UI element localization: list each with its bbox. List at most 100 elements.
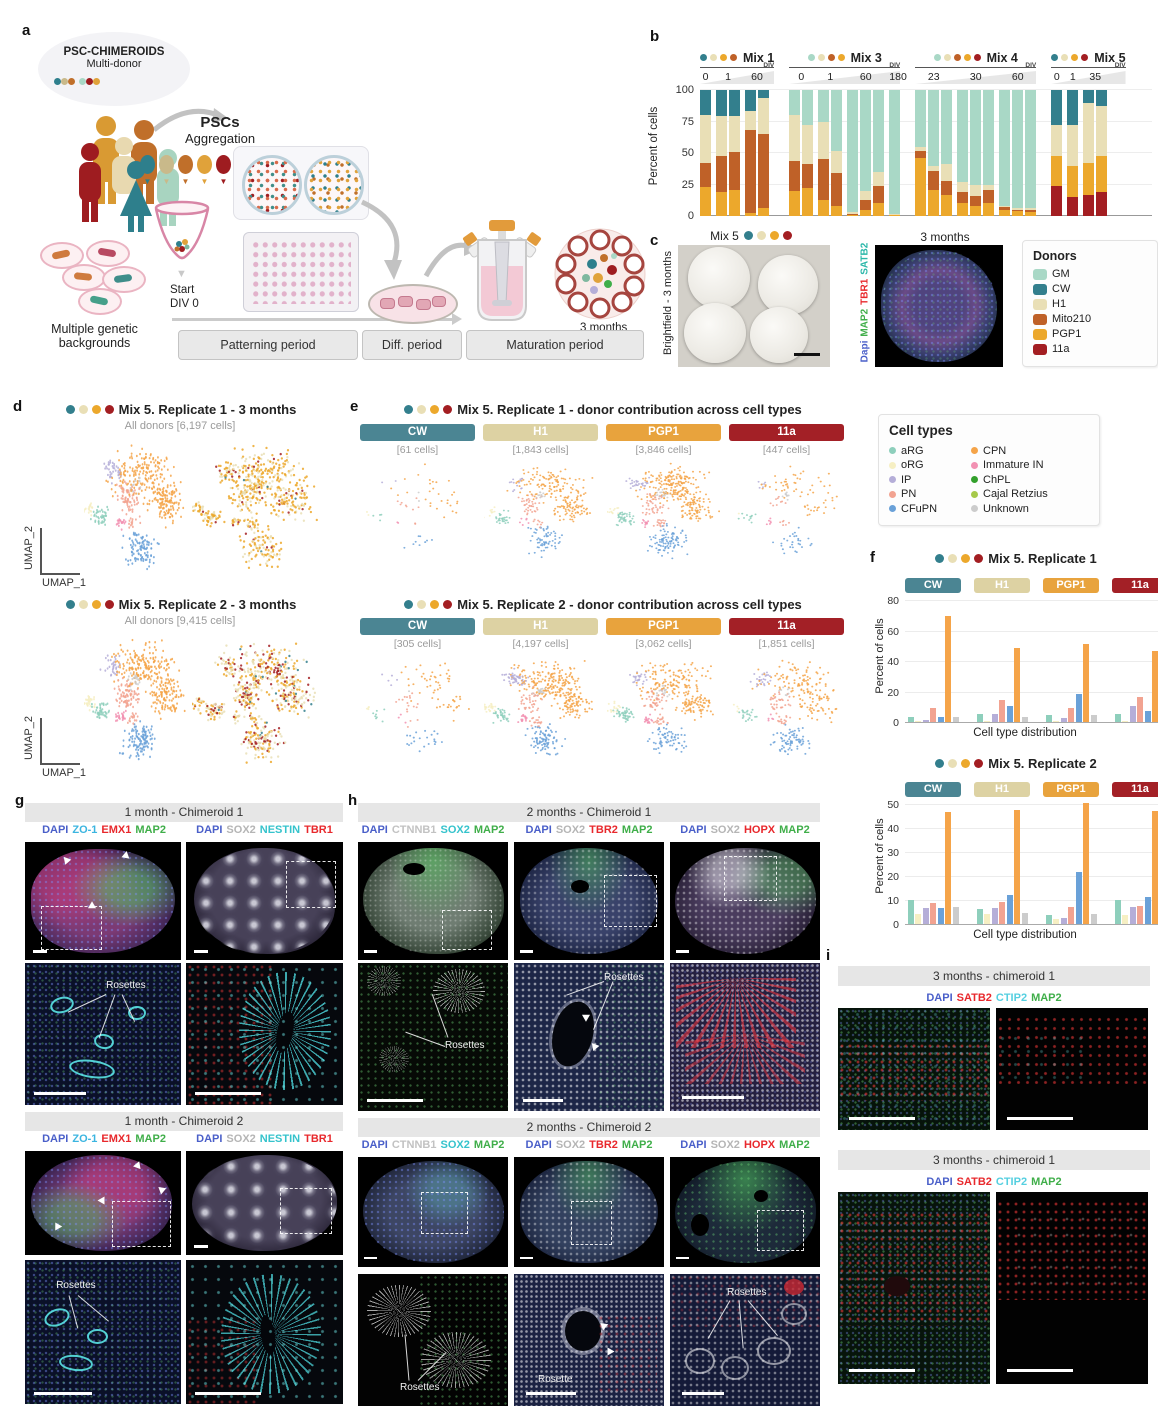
umap1-label: UMAP_1 xyxy=(42,767,87,779)
rosette-label: Rosette xyxy=(538,1374,573,1386)
cell-type-legend-item: ChPL xyxy=(971,474,1089,486)
umap-y-axis xyxy=(40,528,42,574)
bar-aRG xyxy=(1045,915,1052,925)
bar-IP xyxy=(1129,907,1136,925)
dark-hole xyxy=(571,879,589,893)
bar-CPN xyxy=(1083,802,1089,925)
legend-label: CPN xyxy=(983,444,1007,457)
bar-segment-Mito210 xyxy=(873,185,885,204)
h-markers-2: DAPI SOX2 TBR2 MAP2 xyxy=(514,824,664,836)
speckle xyxy=(881,249,997,363)
bar-segment-H1 xyxy=(847,212,859,214)
legend-label: H1 xyxy=(1052,298,1067,310)
marker-sox2: SOX2 xyxy=(710,824,740,836)
marker-sox2: SOX2 xyxy=(710,1139,740,1151)
y-tick-label: 80 xyxy=(887,595,899,607)
bar-segment-GM xyxy=(999,90,1011,206)
scale-bar xyxy=(193,950,208,953)
d-rep1-title: Mix 5. Replicate 1 - 3 months xyxy=(118,402,297,417)
h-header-2: 2 months - Chimeroid 2 xyxy=(358,1118,820,1137)
legend-dot xyxy=(971,447,978,454)
marker-dapi: DAPI xyxy=(42,1133,69,1145)
bar-IP xyxy=(1129,706,1136,723)
bar-IP xyxy=(991,908,998,925)
e-rep1-title-row: Mix 5. Replicate 1 - donor contribution … xyxy=(360,402,844,417)
bar-segment-PGP1 xyxy=(1051,155,1063,186)
red-speckle xyxy=(838,1211,990,1327)
bar-segment-H1 xyxy=(1083,102,1095,164)
gridline xyxy=(905,804,1158,805)
bar-segment-GM xyxy=(802,90,814,126)
bar-Unknown xyxy=(1021,913,1028,925)
donor-group-CW: CW xyxy=(905,578,961,723)
cell-types-col2: CPN Immature IN ChPL Cajal Retzius Unknown xyxy=(971,442,1089,517)
e-rep2-col-cw: CW [305 cells] xyxy=(360,618,475,771)
bar-segment-H1 xyxy=(1067,125,1079,166)
bar-CPN xyxy=(1152,811,1158,925)
marker-emx1: EMX1 xyxy=(101,1133,132,1145)
legend-dot xyxy=(971,476,978,483)
div-axis-tag: DIV xyxy=(889,62,901,69)
pscs-subtitle: Aggregation xyxy=(184,131,256,146)
cell-type-legend-item: Immature IN xyxy=(971,459,1089,471)
pscs-title: PSCs xyxy=(200,114,240,131)
marker-emx1: EMX1 xyxy=(101,824,132,836)
marker-dapi: DAPI xyxy=(926,992,953,1004)
rosette-ring xyxy=(87,1329,109,1345)
umap-x-axis xyxy=(40,573,80,575)
donor-banner-11a: 11a xyxy=(1112,578,1158,593)
marker-tbr2: TBR2 xyxy=(589,824,618,836)
umap-rep2-donors xyxy=(192,642,317,764)
curved-arrow-2 xyxy=(360,199,402,280)
stacked-bar xyxy=(745,90,756,216)
g2-organoid-sox2 xyxy=(186,1151,343,1255)
div-tick: 60 xyxy=(859,70,872,83)
marker-sox2: SOX2 xyxy=(440,824,470,836)
scale-bar xyxy=(520,950,533,953)
i1-image-merge xyxy=(838,1008,990,1130)
div-subgroup xyxy=(700,90,711,216)
marker-map2: MAP2 xyxy=(135,824,166,836)
h2-organoid-hopx xyxy=(670,1157,820,1267)
stacked-bar xyxy=(802,90,814,216)
div-subgroup xyxy=(1083,90,1108,216)
stacked-bar xyxy=(873,90,885,216)
funnel-well-icon xyxy=(154,200,210,260)
bar-segment-Mito210 xyxy=(1025,209,1037,213)
legend-label: ChPL xyxy=(983,473,1011,486)
speckle xyxy=(674,847,816,955)
mix-group-name: Mix 5 xyxy=(1094,50,1126,65)
bar-segment-H1 xyxy=(818,121,830,160)
bar-aRG xyxy=(907,899,914,925)
bar-segment-PGP1 xyxy=(847,214,859,216)
inset-box xyxy=(421,1192,468,1234)
scale-bar xyxy=(364,1256,377,1260)
legend-label: Unknown xyxy=(983,502,1029,515)
donor-group-11a: 11a xyxy=(1112,578,1158,723)
stacked-bar xyxy=(700,90,711,216)
donor-dot-CW xyxy=(65,405,75,414)
stacked-bar xyxy=(928,90,940,216)
donor-dot-H1 xyxy=(417,405,427,414)
bar-segment-H1 xyxy=(758,97,769,135)
legend-label: aRG xyxy=(901,444,924,457)
speckle xyxy=(838,1008,990,1130)
h1-inset-ctnnb1: Rosettes xyxy=(358,963,508,1111)
y-tick-label: 60 xyxy=(887,625,899,638)
y-tick-label: 40 xyxy=(887,656,899,668)
rosettes-label: Rosettes xyxy=(56,1280,96,1292)
cell-types-legend-title: Cell types xyxy=(889,423,953,438)
donor-dot-CW xyxy=(700,54,707,61)
bar-segment-CW xyxy=(1083,90,1095,103)
rosette-ring xyxy=(685,1347,715,1374)
red-speckle xyxy=(996,1199,1148,1300)
donor-dot-H1 xyxy=(817,54,825,61)
e-rep2-col-h1: H1 [4,197 cells] xyxy=(483,618,598,771)
donor-banner-11a: 11a xyxy=(729,618,844,635)
dark-hole xyxy=(403,863,425,876)
marker-tbr1: TBR1 xyxy=(304,824,333,836)
legend-label: PGP1 xyxy=(1052,328,1082,340)
bar-segment-Mito210 xyxy=(745,130,756,214)
mix-group-mix-3: Mix 3 DIV 0 1 60 180 xyxy=(789,50,907,216)
marker-ctnnb1: CTNNB1 xyxy=(391,824,437,836)
